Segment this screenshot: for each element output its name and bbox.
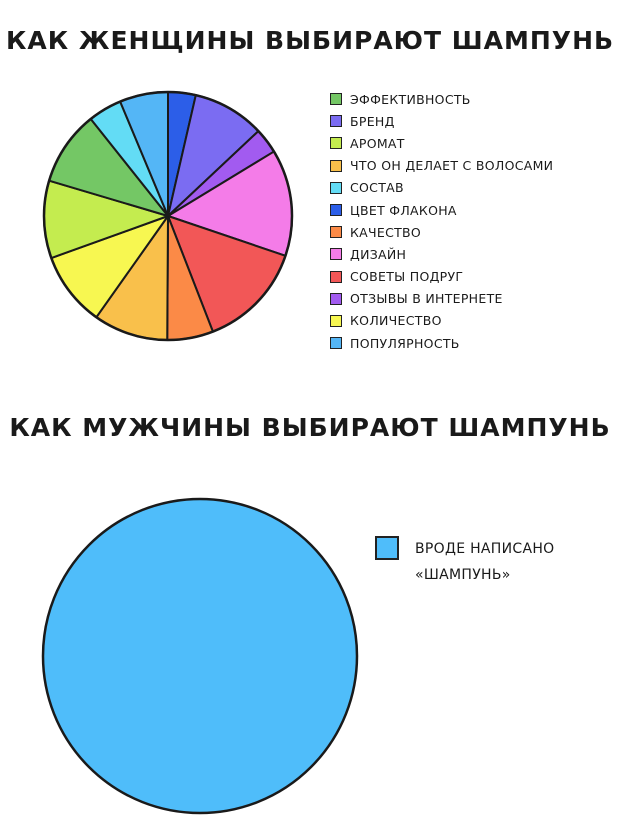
pie-slice (41, 497, 359, 815)
legend-swatch (330, 337, 342, 350)
chart-title-women: КАК ЖЕНЩИНЫ ВЫБИРАЮТ ШАМПУНЬ (5, 26, 615, 55)
legend-label: что он делает с волосами (350, 158, 554, 174)
legend-swatch (330, 270, 342, 283)
legend-swatch (375, 536, 399, 560)
legend-item: отзывы в интернете (330, 288, 553, 310)
legend-label: состав (350, 180, 404, 196)
legend-swatch (330, 181, 342, 194)
legend-label: бренд (350, 113, 395, 129)
legend-item: что он делает с волосами (330, 155, 553, 177)
chart-title-men: КАК МУЖЧИНЫ ВЫБИРАЮТ ШАМПУНЬ (9, 413, 611, 442)
legend-swatch (330, 292, 342, 305)
legend-item: аромат (330, 132, 553, 154)
legend-item: популярность (330, 332, 553, 354)
legend-label: эффективность (350, 91, 471, 107)
legend-women: эффективность бренд аромат что он делает… (330, 88, 553, 354)
legend-item: бренд (330, 110, 553, 132)
legend-item: эффективность (330, 88, 553, 110)
legend-swatch (330, 248, 342, 261)
legend-swatch (330, 93, 342, 106)
legend-item: качество (330, 221, 553, 243)
legend-item: дизайн (330, 243, 553, 265)
legend-swatch (330, 115, 342, 128)
legend-item: состав (330, 177, 553, 199)
legend-label: цвет флакона (350, 202, 457, 218)
legend-swatch (330, 204, 342, 217)
pie-chart-women (42, 90, 294, 342)
legend-item: количество (330, 310, 553, 332)
legend-label: аромат (350, 135, 405, 151)
legend-swatch (330, 159, 342, 172)
legend-label: количество (350, 313, 442, 329)
legend-label: популярность (350, 335, 460, 351)
legend-item: советы подруг (330, 266, 553, 288)
legend-label: отзывы в интернете (350, 291, 503, 307)
legend-label: советы подруг (350, 269, 464, 285)
legend-item: цвет флакона (330, 199, 553, 221)
legend-swatch (330, 314, 342, 327)
legend-label: ВРОДЕ НАПИСАНО «ШАМПУНЬ» (415, 541, 555, 583)
legend-swatch (330, 226, 342, 239)
legend-label: качество (350, 224, 422, 240)
legend-label: дизайн (350, 246, 407, 262)
pie-outline (42, 90, 294, 342)
legend-men: ВРОДЕ НАПИСАНО «ШАМПУНЬ» (375, 536, 590, 588)
legend-swatch (330, 137, 342, 150)
pie-chart-men (41, 497, 359, 815)
